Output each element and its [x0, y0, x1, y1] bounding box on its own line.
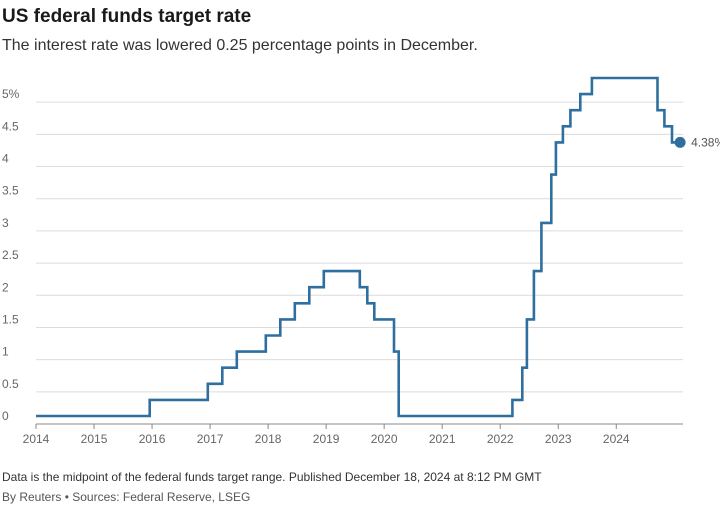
x-tick-label: 2014 — [23, 432, 50, 446]
y-tick-label: 0.5 — [2, 377, 19, 391]
x-tick-label: 2022 — [487, 432, 514, 446]
y-axis: 0 0.5 1 1.5 2 2.5 3 3.5 4 4.5 5% — [2, 87, 20, 423]
y-tick-label: 4.5 — [2, 119, 19, 133]
y-tick-label: 0 — [2, 409, 9, 423]
y-tick-label: 5% — [2, 87, 20, 101]
source-credit: By Reuters • Sources: Federal Reserve, L… — [2, 490, 251, 504]
series-group: 4.38% — [35, 76, 720, 418]
y-tick-label: 1.5 — [2, 312, 19, 326]
x-tick-label: 2015 — [81, 432, 108, 446]
x-tick-label: 2021 — [429, 432, 456, 446]
y-tick-label: 3.5 — [2, 184, 19, 198]
y-tick-label: 3 — [2, 216, 9, 230]
y-tick-label: 1 — [2, 345, 9, 359]
rate-line — [36, 76, 681, 418]
chart-subtitle: The interest rate was lowered 0.25 perce… — [2, 37, 478, 54]
y-tick-label: 2.5 — [2, 248, 19, 262]
x-tick-label: 2017 — [197, 432, 224, 446]
x-tick-label: 2019 — [313, 432, 340, 446]
grid-lines — [36, 101, 683, 425]
chart-title: US federal funds target rate — [2, 6, 252, 27]
end-point-marker — [674, 136, 686, 148]
x-tick-label: 2024 — [603, 432, 630, 446]
footnote: Data is the midpoint of the federal fund… — [2, 470, 542, 484]
x-tick-label: 2018 — [255, 432, 282, 446]
x-tick-label: 2023 — [545, 432, 572, 446]
y-tick-label: 4 — [2, 152, 9, 166]
y-tick-label: 2 — [2, 280, 9, 294]
end-point-label: 4.38% — [691, 135, 720, 149]
x-tick-label: 2016 — [139, 432, 166, 446]
x-tick-label: 2020 — [371, 432, 398, 446]
x-axis: 2014 2015 2016 2017 2018 2019 2020 2021 2022 2023… — [23, 424, 630, 446]
